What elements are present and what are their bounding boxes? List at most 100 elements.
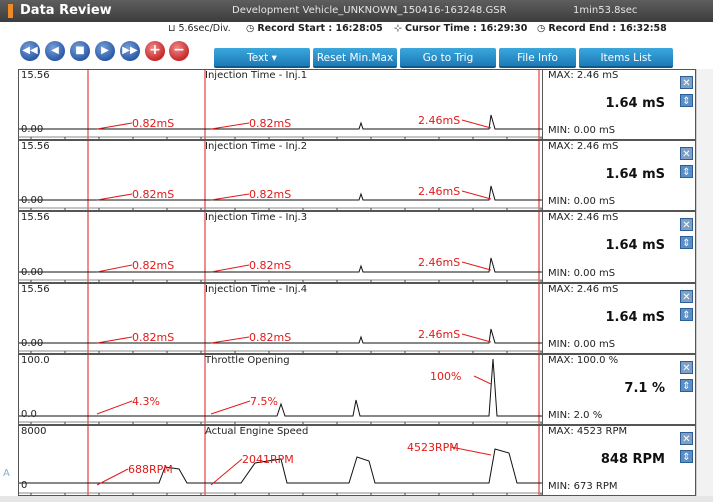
close-icon[interactable]: ✕ [680,361,693,374]
current-value: 1.64 mS [605,167,665,182]
marker-b: B [541,479,542,490]
left-margin [0,69,18,496]
annotation-arrow-1 [96,193,133,201]
annotation-arrow-3 [450,446,492,456]
value-panel: MAX: 100.0 % 7.1 % MIN: 2.0 % ✕ ⇕ [543,354,696,425]
trace-plot[interactable] [19,212,543,283]
text-dropdown-button[interactable]: Text ▾ [214,48,310,68]
annotation-arrow-2 [210,122,250,130]
annotation-1: 0.82mS [132,259,175,272]
expand-icon[interactable]: ⇕ [680,450,693,463]
close-icon[interactable]: ✕ [680,218,693,231]
trace-plot[interactable] [19,284,543,354]
items-list-button[interactable]: Items List [579,48,673,68]
min-value: MIN: 0.00 mS [548,339,616,350]
annotation-3: 2.46mS [418,328,461,341]
annotation-1: 688RPM [128,463,173,476]
annotation-arrow-3 [461,333,492,343]
graph-panel[interactable]: 8000 0 Actual Engine Speed 688RPM 2041RPM 452… [18,425,543,496]
value-panel: MAX: 4523 RPM 848 RPM MIN: 673 RPM ✕ ⇕ [543,425,696,496]
max-value: MAX: 2.46 mS [548,141,619,152]
annotation-arrow-2 [210,336,250,344]
signal-trace [19,185,542,201]
annotation-arrow-1 [96,264,133,273]
graph-panel[interactable]: 100.0 0.0 Throttle Opening 4.3% 7.5% 100% [18,354,543,425]
current-value: 1.64 mS [605,310,665,325]
annotation-arrow-2 [210,193,250,201]
max-value: MAX: 2.46 mS [548,212,619,223]
close-icon[interactable]: ✕ [680,76,693,89]
annotation-arrow-3 [461,190,492,200]
graph-panel[interactable]: 15.56 0.00 Injection Time - Inj.3 0.82mS 0.8… [18,211,543,283]
next-icon[interactable]: ▶ [95,41,115,61]
reset-min-max-button[interactable]: Reset Min.Max [313,48,397,68]
value-panel: MAX: 2.46 mS 1.64 mS MIN: 0.00 mS ✕ ⇕ [543,211,696,283]
annotation-2: 2041RPM [242,453,294,466]
plus-icon[interactable]: + [145,41,165,61]
expand-icon[interactable]: ⇕ [680,308,693,321]
annotation-arrow-1 [96,468,129,486]
annotation-3: 4523RPM [407,441,459,454]
annotation-2: 0.82mS [249,331,292,344]
expand-icon[interactable]: ⇕ [680,165,693,178]
value-panel: MAX: 2.46 mS 1.64 mS MIN: 0.00 mS ✕ ⇕ [543,283,696,354]
annotation-arrow-3 [461,119,492,129]
trace-plot[interactable] [19,70,543,140]
horizontal-scrollbar[interactable] [0,496,713,502]
file-info-button[interactable]: File Info [499,48,576,68]
title-bar: Data Review Development Vehicle_UNKNOWN_… [0,0,713,22]
graph-panel[interactable]: 15.56 0.00 Injection Time - Inj.1 0.82mS 0.8… [18,69,543,140]
trace-plot[interactable] [19,355,543,425]
close-icon[interactable]: ✕ [680,432,693,445]
app-title: Data Review [20,3,112,18]
record-start: ◷ Record Start : 16:28:05 [246,23,383,34]
forward-icon[interactable]: ▶▶ [120,41,140,61]
min-value: MIN: 0.00 mS [548,125,616,136]
y-axis-max: 100.0 [21,355,50,366]
expand-icon[interactable]: ⇕ [680,379,693,392]
y-axis-max: 15.56 [21,212,50,223]
annotation-arrow-3 [461,261,492,271]
signal-trace [19,358,542,417]
trace-plot[interactable] [19,141,543,211]
min-value: MIN: 673 RPM [548,481,618,492]
current-value: 848 RPM [600,452,665,467]
annotation-3: 2.46mS [418,256,461,269]
trace-plot[interactable] [19,426,543,496]
rewind-icon[interactable]: ◀◀ [20,41,40,61]
expand-icon[interactable]: ⇕ [680,94,693,107]
y-axis-max: 15.56 [21,141,50,152]
annotation-arrow-2 [210,458,243,486]
signal-trace [19,114,542,130]
annotation-arrow-1 [96,336,133,344]
panel-title: Injection Time - Inj.4 [205,284,308,295]
annotation-3: 100% [430,370,462,383]
y-axis-max: 15.56 [21,70,50,81]
graph-panel[interactable]: 15.56 0.00 Injection Time - Inj.4 0.82mS 0.8… [18,283,543,354]
close-icon[interactable]: ✕ [680,147,693,160]
y-axis-min: 0.00 [21,195,44,206]
expand-icon[interactable]: ⇕ [680,236,693,249]
stop-icon[interactable]: ■ [70,41,90,61]
annotation-1: 0.82mS [132,331,175,344]
info-bar: ⊔ 5.6sec/Div. ◷ Record Start : 16:28:05 … [0,22,713,35]
annotation-arrow-2 [210,400,251,415]
prev-icon[interactable]: ◀ [45,41,65,61]
graph-panel[interactable]: 15.56 0.00 Injection Time - Inj.2 0.82mS 0.8… [18,140,543,211]
y-axis-min: 0.0 [21,409,37,420]
vertical-scrollbar[interactable] [696,69,713,496]
value-panel: MAX: 2.46 mS 1.64 mS MIN: 0.00 mS ✕ ⇕ [543,69,696,140]
value-panel: MAX: 2.46 mS 1.64 mS MIN: 0.00 mS ✕ ⇕ [543,140,696,211]
y-axis-min: 0.00 [21,338,44,349]
go-to-trig-button[interactable]: Go to Trig [400,48,496,68]
min-value: MIN: 2.0 % [548,410,603,421]
close-icon[interactable]: ✕ [680,290,693,303]
annotation-3: 2.46mS [418,114,461,127]
signal-trace [19,328,542,344]
annotation-2: 0.82mS [249,259,292,272]
min-value: MIN: 0.00 mS [548,196,616,207]
current-value: 1.64 mS [605,238,665,253]
minus-icon[interactable]: − [169,41,189,61]
current-value: 1.64 mS [605,96,665,111]
app-flag-icon [8,4,13,18]
